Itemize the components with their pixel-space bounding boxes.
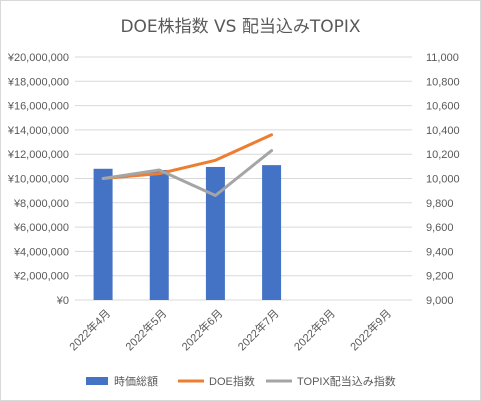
y-left-tick-label: ¥4,000,000 <box>13 246 69 258</box>
y-right-tick-label: 10,600 <box>426 101 460 113</box>
x-tick-label: 2022年9月 <box>347 306 394 353</box>
y-left-tick-label: ¥18,000,000 <box>7 76 69 88</box>
legend-item-topix-index: TOPIX配当込み指数 <box>297 374 396 388</box>
y-left-tick-label: ¥14,000,000 <box>7 125 69 137</box>
legend-swatch <box>86 377 108 385</box>
line-topix-index <box>101 149 274 198</box>
y-left-tick-label: ¥2,000,000 <box>13 271 69 283</box>
legend-item-doe-index: DOE指数 <box>209 374 255 388</box>
y-left-tick-label: ¥12,000,000 <box>7 149 69 161</box>
y-right-tick-label: 10,200 <box>426 149 460 161</box>
y-right-tick-label: 9,400 <box>426 246 454 258</box>
y-right-tick-label: 10,800 <box>426 76 460 88</box>
x-tick-label: 2022年4月 <box>66 306 113 353</box>
y-left-tick-label: ¥10,000,000 <box>7 174 69 186</box>
y-left-tick-label: ¥0 <box>56 295 69 307</box>
y-right-tick-label: 10,400 <box>426 125 460 137</box>
legend-item-market-cap: 時価総額 <box>114 374 158 388</box>
bar-market-cap <box>262 165 282 300</box>
x-tick-label: 2022年5月 <box>122 306 169 353</box>
x-tick-label: 2022年6月 <box>178 306 225 353</box>
x-tick-label: 2022年7月 <box>235 306 282 353</box>
y-right-tick-label: 9,800 <box>426 198 454 210</box>
bar-market-cap <box>93 168 113 300</box>
bar-market-cap <box>149 169 169 300</box>
y-right-tick-label: 11,000 <box>426 52 459 64</box>
y-left-tick-label: ¥6,000,000 <box>13 222 69 234</box>
y-left-tick-label: ¥20,000,000 <box>7 52 69 64</box>
y-right-tick-label: 10,000 <box>426 174 460 186</box>
y-right-tick-label: 9,000 <box>426 295 454 307</box>
x-tick-label: 2022年8月 <box>291 306 338 353</box>
y-left-tick-label: ¥16,000,000 <box>7 101 69 113</box>
y-left-tick-label: ¥8,000,000 <box>13 198 69 210</box>
y-right-tick-label: 9,600 <box>426 222 454 234</box>
line-doe-index <box>101 133 274 180</box>
y-right-tick-label: 9,200 <box>426 271 454 283</box>
bar-market-cap <box>205 166 225 300</box>
chart-title: DOE株指数 VS 配当込みTOPIX <box>120 17 361 37</box>
